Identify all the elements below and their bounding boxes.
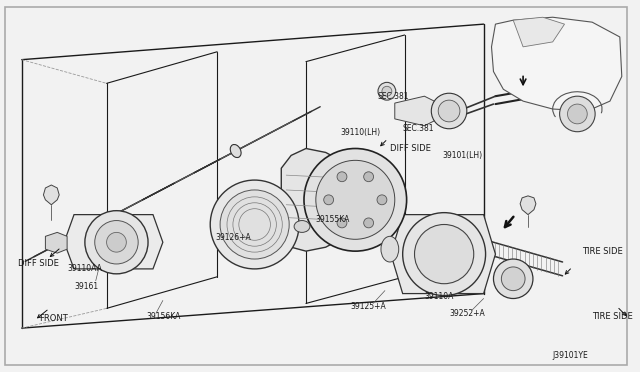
Text: 39252+A: 39252+A: [449, 309, 485, 318]
Polygon shape: [391, 215, 495, 294]
Circle shape: [501, 267, 525, 291]
Ellipse shape: [294, 221, 310, 232]
Polygon shape: [44, 185, 60, 205]
Text: TIRE SIDE: TIRE SIDE: [582, 247, 623, 256]
Polygon shape: [513, 17, 564, 47]
Polygon shape: [395, 96, 435, 126]
Circle shape: [559, 96, 595, 132]
Text: 39155KA: 39155KA: [316, 215, 350, 224]
Text: 39161: 39161: [74, 282, 98, 291]
Text: FRONT: FRONT: [40, 314, 68, 323]
Circle shape: [415, 224, 474, 284]
Polygon shape: [520, 196, 536, 215]
Text: 39110A: 39110A: [424, 292, 454, 301]
Text: 39110AA: 39110AA: [67, 264, 102, 273]
Circle shape: [337, 218, 347, 228]
Circle shape: [316, 160, 395, 239]
Text: DIFF SIDE: DIFF SIDE: [390, 144, 431, 153]
Circle shape: [324, 195, 333, 205]
Text: 39110(LH): 39110(LH): [340, 128, 381, 137]
Text: 39126+A: 39126+A: [215, 233, 251, 242]
Text: 39125+A: 39125+A: [350, 302, 386, 311]
Ellipse shape: [381, 236, 399, 262]
Circle shape: [568, 104, 588, 124]
Circle shape: [431, 93, 467, 129]
Circle shape: [378, 82, 396, 100]
Text: DIFF SIDE: DIFF SIDE: [18, 259, 59, 269]
Circle shape: [210, 180, 299, 269]
Circle shape: [403, 213, 486, 295]
Polygon shape: [194, 159, 220, 173]
Circle shape: [493, 259, 533, 298]
Circle shape: [438, 100, 460, 122]
Polygon shape: [492, 17, 622, 111]
Circle shape: [220, 190, 289, 259]
Circle shape: [377, 195, 387, 205]
Text: J39101YE: J39101YE: [553, 351, 588, 360]
Circle shape: [364, 218, 374, 228]
Polygon shape: [282, 148, 350, 251]
Polygon shape: [45, 232, 67, 253]
Polygon shape: [142, 183, 175, 200]
Text: SEC.381: SEC.381: [403, 124, 434, 133]
Circle shape: [364, 172, 374, 182]
Circle shape: [382, 86, 392, 96]
Ellipse shape: [230, 144, 241, 158]
Text: TIRE SIDE: TIRE SIDE: [592, 312, 633, 321]
Circle shape: [107, 232, 126, 252]
Circle shape: [304, 148, 406, 251]
Circle shape: [95, 221, 138, 264]
Text: SEC.381: SEC.381: [377, 92, 408, 101]
Polygon shape: [64, 215, 163, 269]
Text: 39156KA: 39156KA: [146, 312, 180, 321]
Circle shape: [85, 211, 148, 274]
Circle shape: [337, 172, 347, 182]
Text: 39101(LH): 39101(LH): [442, 151, 483, 160]
